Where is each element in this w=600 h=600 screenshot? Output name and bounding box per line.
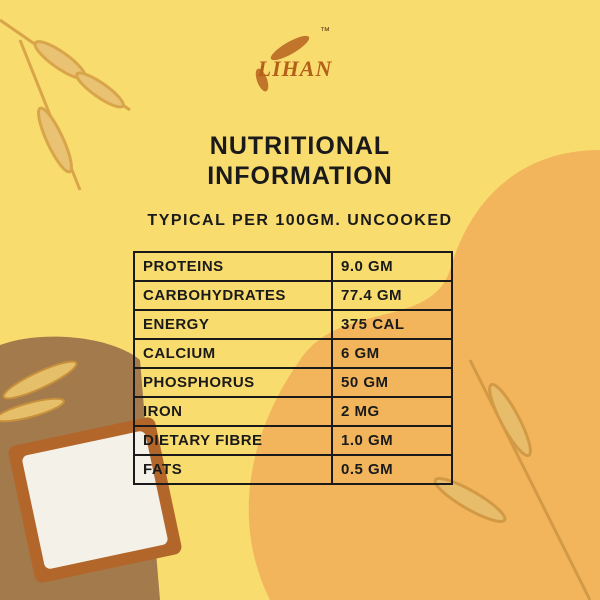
nutrient-name: IRON [133,396,333,427]
wheat-top-left [0,18,131,191]
logo: LIHAN [257,56,333,81]
nutrient-name: DIETARY FIBRE [133,425,333,456]
table-row: FATS 0.5 GM [133,454,453,485]
logo-wheat [255,35,310,92]
table-row: DIETARY FIBRE 1.0 GM [133,425,453,456]
nutrient-value: 1.0 GM [331,425,453,456]
subtitle: TYPICAL PER 100GM. UNCOOKED [147,212,453,229]
nutrient-name: FATS [133,454,333,485]
nutrient-name: CARBOHYDRATES [133,280,333,311]
nutrient-value: 0.5 GM [331,454,453,485]
nutrient-value: 2 MG [331,396,453,427]
nutrient-name: PROTEINS [133,251,333,282]
wheat-right [433,359,592,600]
nutrient-value: 6 GM [331,338,453,369]
table-row: CARBOHYDRATES 77.4 GM [133,280,453,311]
trademark: ™ [320,26,330,37]
title-line: NUTRITIONAL [209,132,391,160]
nutrient-name: PHOSPHORUS [133,367,333,398]
rice-bowl [8,417,182,583]
nutrient-value: 375 CAL [331,309,453,340]
nutrient-value: 50 GM [331,367,453,398]
nutrient-name: ENERGY [133,309,333,340]
table-row: PROTEINS 9.0 GM [133,251,453,282]
nutrient-value: 9.0 GM [331,251,453,282]
title-line: INFORMATION [207,162,393,190]
wheat-left [0,360,78,423]
nutrient-name: CALCIUM [133,338,333,369]
table-row: IRON 2 MG [133,396,453,427]
table-row: PHOSPHORUS 50 GM [133,367,453,398]
nutrient-value: 77.4 GM [331,280,453,311]
nutrition-table: PROTEINS 9.0 GM CARBOHYDRATES 77.4 GM ENERGY… [133,251,453,485]
table-row: ENERGY 375 CAL [133,309,453,340]
table-row: CALCIUM 6 GM [133,338,453,369]
